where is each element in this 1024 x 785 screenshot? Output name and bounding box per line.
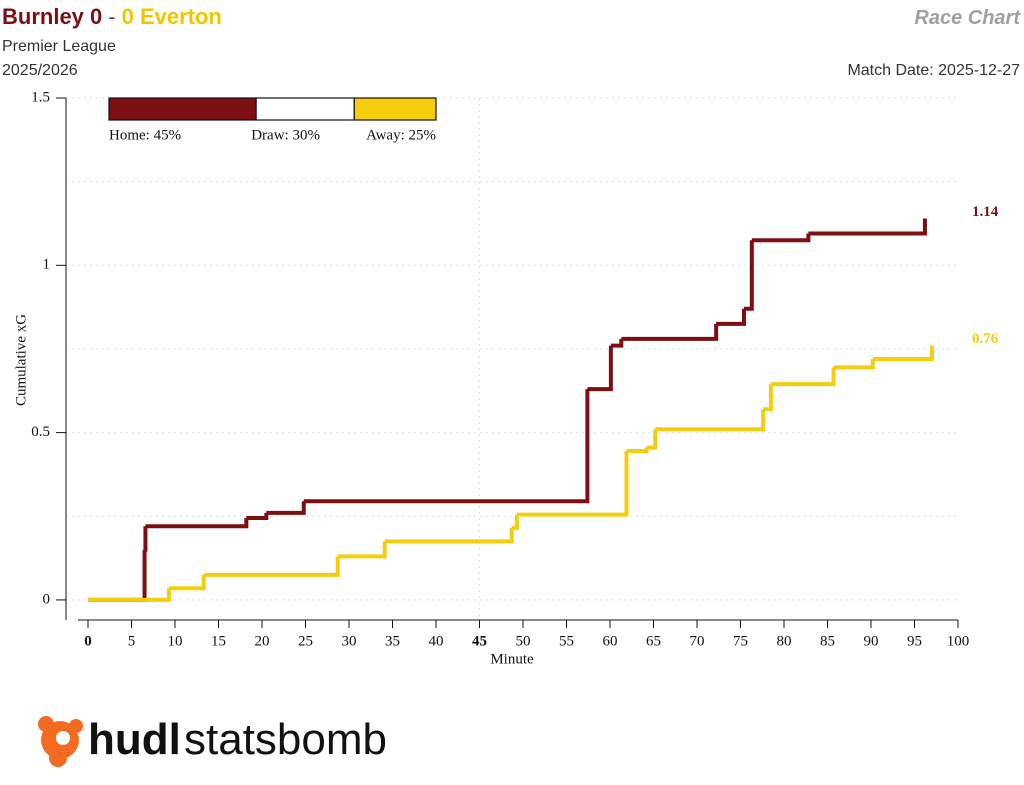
x-tick-label: 30 [342, 633, 357, 649]
x-tick-label: 25 [298, 633, 313, 649]
xg-step [610, 338, 624, 348]
x-tick-label: 75 [733, 633, 748, 649]
xg-step [655, 409, 766, 432]
x-tick-label: 95 [907, 633, 922, 649]
xg-step [303, 389, 590, 504]
y-tick-label: 0.5 [31, 424, 50, 440]
xg-step [337, 541, 387, 559]
y-tick-label: 1.5 [31, 89, 50, 105]
x-tick-label: 85 [820, 633, 835, 649]
xg-step [808, 218, 927, 236]
probability-bar [353, 97, 437, 121]
season: 2025/2026 [2, 62, 78, 79]
x-tick-label: 35 [385, 633, 400, 649]
xg-step [763, 384, 773, 412]
x-tick-label: 45 [472, 633, 487, 649]
x-tick-label: 100 [947, 633, 970, 649]
xg-step [203, 556, 340, 577]
xg-step [751, 233, 811, 243]
probability-bar [255, 97, 355, 121]
xg-step [716, 308, 746, 326]
xg-step [511, 514, 519, 530]
xg-step [88, 588, 171, 602]
chart: Cumulative xG Minute 0 0.5 1 1.5 0 5 10 15 20 25 3… [13, 89, 999, 667]
y-tick-label: 1 [43, 257, 51, 273]
x-tick-label: 90 [864, 633, 879, 649]
chart-label: Race Chart [914, 7, 1020, 29]
probability-label: Home: 45% [109, 127, 181, 143]
xg-step [143, 526, 148, 552]
xg-step [88, 549, 147, 602]
logo-text-right: statsbomb [184, 715, 387, 764]
end-value-label: 1.14 [972, 204, 999, 220]
x-tick-label: 10 [168, 633, 183, 649]
logo: hudl statsbomb [38, 715, 387, 767]
xg-step [743, 240, 754, 311]
xg-step [626, 447, 649, 454]
title-separator: - [108, 4, 116, 29]
y-tick-label: 0 [43, 591, 51, 607]
y-axis-label: Cumulative xG [13, 314, 29, 406]
x-tick-label: 5 [128, 633, 136, 649]
title: Burnley 0-0 Everton [2, 4, 222, 30]
xg-step [168, 574, 206, 591]
probability-bar [108, 97, 257, 121]
x-tick-label: 40 [429, 633, 444, 649]
competition: Premier League [2, 38, 116, 55]
logo-icon [38, 716, 83, 767]
x-tick-label: 20 [255, 633, 270, 649]
xg-step [872, 345, 934, 361]
x-tick-label: 50 [516, 633, 531, 649]
logo-icon-eye [56, 731, 70, 745]
logo-text-left: hudl [88, 715, 181, 764]
xg-step [516, 451, 629, 517]
x-tick-label: 80 [777, 633, 792, 649]
xg-step [246, 512, 269, 520]
x-tick-label: 55 [559, 633, 574, 649]
xg-step [770, 367, 836, 387]
x-tick-label: 60 [603, 633, 618, 649]
xg-step [587, 345, 613, 392]
x-axis-label: Minute [490, 651, 534, 667]
probability-label: Draw: 30% [251, 127, 320, 143]
x-tick-label: 65 [646, 633, 661, 649]
match-date: Match Date: 2025-12-27 [847, 62, 1020, 79]
x-tick-label: 0 [84, 633, 92, 649]
xg-step [145, 517, 249, 529]
probability-label: Away: 25% [366, 127, 436, 143]
xg-step [621, 323, 719, 341]
away-title: 0 Everton [121, 4, 222, 29]
x-tick-label: 70 [690, 633, 705, 649]
home-title: Burnley 0 [2, 4, 103, 29]
xg-step [646, 429, 658, 450]
xg-step [833, 359, 875, 370]
xg-step [266, 501, 306, 515]
end-value-label: 0.76 [972, 331, 999, 347]
x-tick-label: 15 [211, 633, 226, 649]
xg-step [384, 527, 514, 544]
